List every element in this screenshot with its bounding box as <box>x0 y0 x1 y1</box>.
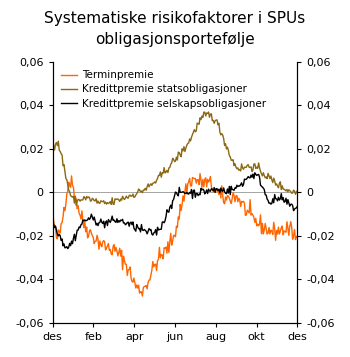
Line: Kredittpremie selskapsobligasjoner: Kredittpremie selskapsobligasjoner <box>52 173 298 249</box>
Kredittpremie selskapsobligasjoner <box>81 218 85 222</box>
Terminpremie <box>250 211 254 216</box>
Terminpremie <box>198 171 202 176</box>
Kredittpremie statsobligasjoner <box>81 198 85 202</box>
Kredittpremie selskapsobligasjoner <box>154 233 159 237</box>
Terminpremie <box>154 262 158 266</box>
Terminpremie <box>154 268 159 273</box>
Kredittpremie selskapsobligasjoner <box>295 204 300 208</box>
Line: Kredittpremie statsobligasjoner: Kredittpremie statsobligasjoner <box>52 112 298 205</box>
Terminpremie <box>140 294 145 298</box>
Text: obligasjonsportefølje: obligasjonsportefølje <box>95 32 255 47</box>
Terminpremie <box>295 235 300 239</box>
Terminpremie <box>286 226 290 230</box>
Kredittpremie selskapsobligasjoner <box>286 197 290 202</box>
Terminpremie <box>50 206 55 210</box>
Kredittpremie statsobligasjoner <box>295 188 300 193</box>
Kredittpremie selskapsobligasjoner <box>86 216 91 220</box>
Terminpremie <box>85 236 90 240</box>
Kredittpremie statsobligasjoner <box>154 181 158 185</box>
Terminpremie <box>80 209 84 213</box>
Kredittpremie statsobligasjoner <box>74 203 78 207</box>
Kredittpremie statsobligasjoner <box>86 195 91 199</box>
Text: Systematiske risikofaktorer i SPUs: Systematiske risikofaktorer i SPUs <box>44 11 306 26</box>
Kredittpremie selskapsobligasjoner <box>66 247 70 251</box>
Line: Terminpremie: Terminpremie <box>52 174 298 296</box>
Kredittpremie statsobligasjoner <box>206 110 211 114</box>
Legend: Terminpremie, Kredittpremie statsobligasjoner, Kredittpremie selskapsobligasjone: Terminpremie, Kredittpremie statsobligas… <box>58 67 269 112</box>
Kredittpremie statsobligasjoner <box>154 178 159 182</box>
Kredittpremie statsobligasjoner <box>286 190 290 194</box>
Kredittpremie statsobligasjoner <box>250 169 254 174</box>
Kredittpremie selskapsobligasjoner <box>154 227 158 232</box>
Kredittpremie selskapsobligasjoner <box>253 171 257 175</box>
Kredittpremie selskapsobligasjoner <box>50 227 55 231</box>
Kredittpremie selskapsobligasjoner <box>249 173 253 177</box>
Kredittpremie statsobligasjoner <box>50 149 55 153</box>
